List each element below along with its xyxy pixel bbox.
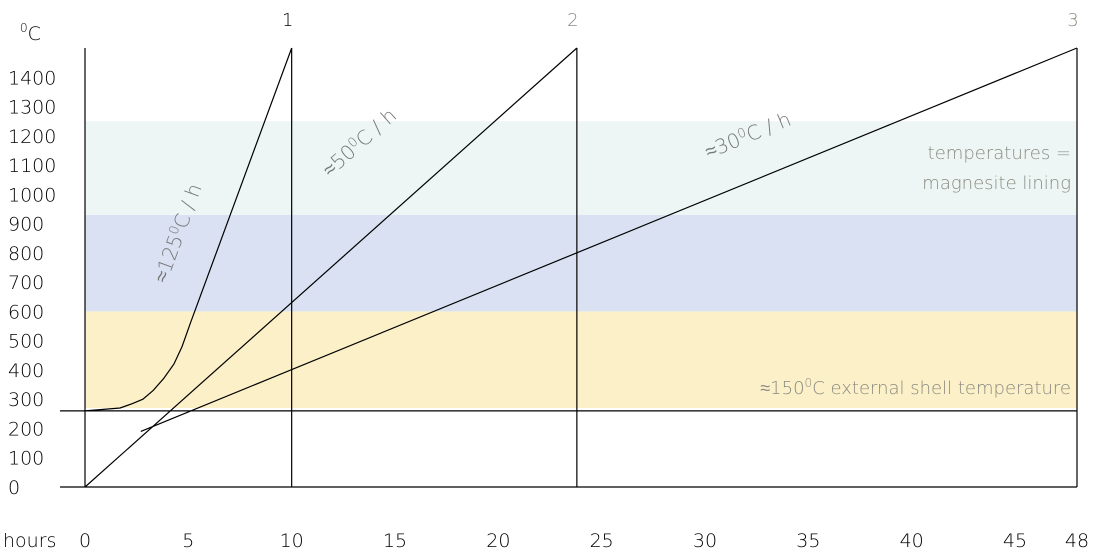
y-tick-300: 300 (8, 389, 44, 411)
y-tick-200: 200 (8, 418, 44, 440)
x-axis-label: hours (3, 530, 56, 552)
x-tick-48: 48 (1065, 530, 1089, 552)
phase-label-3: 3 (1067, 10, 1078, 31)
band-label-lining-line-1: magnesite lining (922, 173, 1071, 194)
y-tick-1200: 1200 (8, 126, 56, 148)
band-1 (85, 214, 1077, 312)
y-axis-unit-main: C (28, 23, 41, 45)
series-line-0 (84, 47, 293, 412)
y-tick-1300: 1300 (8, 97, 56, 119)
phase-label-1: 1 (282, 10, 293, 31)
y-tick-700: 700 (8, 272, 44, 294)
band-label-shell: ≈1500C external shell temperature (760, 376, 1071, 399)
phase-label-2: 2 (567, 10, 578, 31)
y-tick-0: 0 (8, 477, 20, 499)
x-tick-5: 5 (182, 530, 194, 552)
y-tick-900: 900 (8, 214, 44, 236)
y-tick-labels: 0 100 200 300 400 500 600 700 800 900 1000 1100 1200… (8, 67, 56, 499)
band-2 (85, 121, 1077, 215)
phase-lines: 1 2 3 (282, 10, 1079, 487)
band-label-shell-rest: C external shell temperature (812, 378, 1071, 399)
y-axis-unit-sup: 0 (20, 21, 28, 35)
band-label-shell-main: ≈150 (760, 378, 804, 399)
series-line-2 (140, 47, 1078, 432)
band-labels: ≈1500C external shell temperature tempera… (760, 143, 1071, 399)
x-tick-0: 0 (79, 530, 91, 552)
x-tick-10: 10 (280, 530, 304, 552)
y-tick-100: 100 (8, 448, 44, 470)
y-tick-1100: 1100 (8, 155, 56, 177)
y-tick-800: 800 (8, 243, 44, 265)
x-tick-25: 25 (590, 530, 614, 552)
y-tick-500: 500 (8, 331, 44, 353)
band-label-shell-sup: 0 (805, 376, 813, 390)
x-tick-30: 30 (693, 530, 717, 552)
x-tick-45: 45 (1003, 530, 1027, 552)
y-tick-1400: 1400 (8, 67, 56, 89)
series-lines (84, 47, 1078, 488)
axes (60, 48, 1077, 488)
x-tick-40: 40 (900, 530, 924, 552)
y-axis-unit: 0C (20, 21, 41, 45)
y-tick-600: 600 (8, 301, 44, 323)
band-label-lining-line-0: temperatures = (928, 143, 1071, 164)
y-tick-400: 400 (8, 360, 44, 382)
x-tick-35: 35 (796, 530, 820, 552)
x-tick-15: 15 (383, 530, 407, 552)
x-tick-labels: 0 5 10 15 20 25 30 35 40 45 48 (79, 530, 1089, 552)
temperature-bands (85, 121, 1077, 408)
band-0 (85, 311, 1077, 408)
series-line-1 (84, 47, 578, 488)
y-tick-1000: 1000 (8, 184, 56, 206)
x-tick-20: 20 (486, 530, 510, 552)
